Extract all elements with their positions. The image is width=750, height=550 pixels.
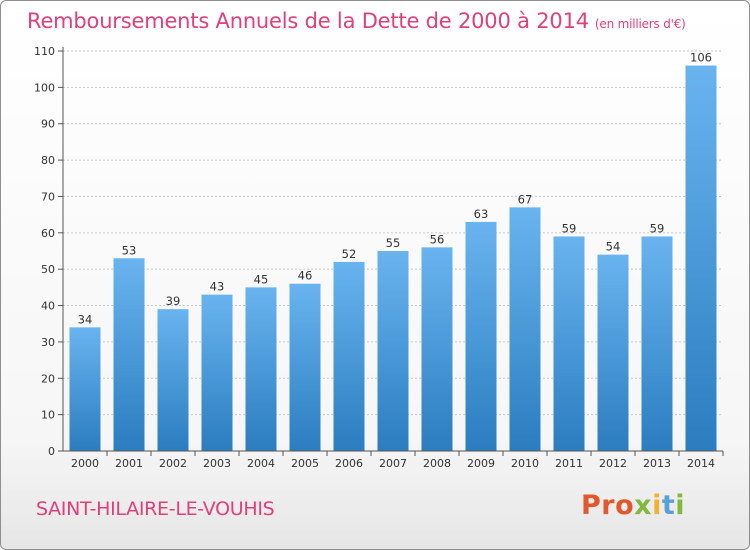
x-tick-label: 2013 xyxy=(643,457,671,470)
bar-2000 xyxy=(69,327,101,451)
data-label-2000: 34 xyxy=(78,312,93,326)
bar-2006 xyxy=(333,261,365,451)
data-label-2006: 52 xyxy=(342,247,357,261)
data-label-2013: 59 xyxy=(650,221,665,235)
x-tick-label: 2006 xyxy=(335,457,363,470)
x-tick-label: 2005 xyxy=(291,457,319,470)
bar-2008 xyxy=(421,247,453,451)
x-tick-label: 2009 xyxy=(467,457,495,470)
data-label-2004: 45 xyxy=(254,272,269,286)
bar-2003 xyxy=(201,294,233,451)
data-label-2008: 56 xyxy=(430,232,445,246)
y-tick-label: 0 xyxy=(48,445,55,458)
x-tick-label: 2004 xyxy=(247,457,275,470)
bar-2001 xyxy=(113,258,145,451)
data-label-2010: 67 xyxy=(518,192,533,206)
x-tick-label: 2001 xyxy=(115,457,143,470)
y-tick-label: 110 xyxy=(34,45,55,58)
bar-2010 xyxy=(509,207,541,451)
x-tick-label: 2008 xyxy=(423,457,451,470)
bar-2013 xyxy=(641,236,673,451)
y-tick-label: 80 xyxy=(41,154,55,167)
y-tick-label: 60 xyxy=(41,227,55,240)
bar-2009 xyxy=(465,221,497,451)
data-label-2007: 55 xyxy=(386,236,401,250)
y-tick-label: 90 xyxy=(41,118,55,131)
x-tick-label: 2011 xyxy=(555,457,583,470)
bar-2012 xyxy=(597,254,629,451)
chart-unit: (en milliers d'€) xyxy=(594,17,686,31)
x-tick-label: 2007 xyxy=(379,457,407,470)
y-tick-label: 70 xyxy=(41,190,55,203)
bar-2007 xyxy=(377,251,409,451)
x-tick-label: 2010 xyxy=(511,457,539,470)
x-tick-label: 2003 xyxy=(203,457,231,470)
data-label-2005: 46 xyxy=(298,269,313,283)
x-tick-label: 2014 xyxy=(687,457,715,470)
data-label-2011: 59 xyxy=(562,221,577,235)
data-label-2009: 63 xyxy=(474,207,489,221)
y-tick-label: 20 xyxy=(41,372,55,385)
y-tick-label: 50 xyxy=(41,263,55,276)
data-label-2002: 39 xyxy=(166,294,181,308)
x-tick-label: 2002 xyxy=(159,457,187,470)
bar-2005 xyxy=(289,283,321,451)
x-tick-label: 2012 xyxy=(599,457,627,470)
data-label-2014: 106 xyxy=(690,51,712,65)
y-tick-label: 40 xyxy=(41,300,55,313)
bar-2011 xyxy=(553,236,585,451)
commune-name: SAINT-HILAIRE-LE-VOUHIS xyxy=(36,498,275,520)
chart-title: Remboursements Annuels de la Dette de 20… xyxy=(27,9,686,33)
bar-2002 xyxy=(157,309,189,451)
proxiti-logo: Proxiti xyxy=(581,490,686,521)
bar-2014 xyxy=(685,65,717,451)
data-label-2003: 43 xyxy=(210,280,225,294)
y-tick-label: 100 xyxy=(34,81,55,94)
y-tick-label: 10 xyxy=(41,409,55,422)
data-label-2001: 53 xyxy=(122,243,137,257)
data-label-2012: 54 xyxy=(606,240,621,254)
x-tick-label: 2000 xyxy=(71,457,99,470)
y-tick-label: 30 xyxy=(41,336,55,349)
bar-2004 xyxy=(245,287,277,451)
